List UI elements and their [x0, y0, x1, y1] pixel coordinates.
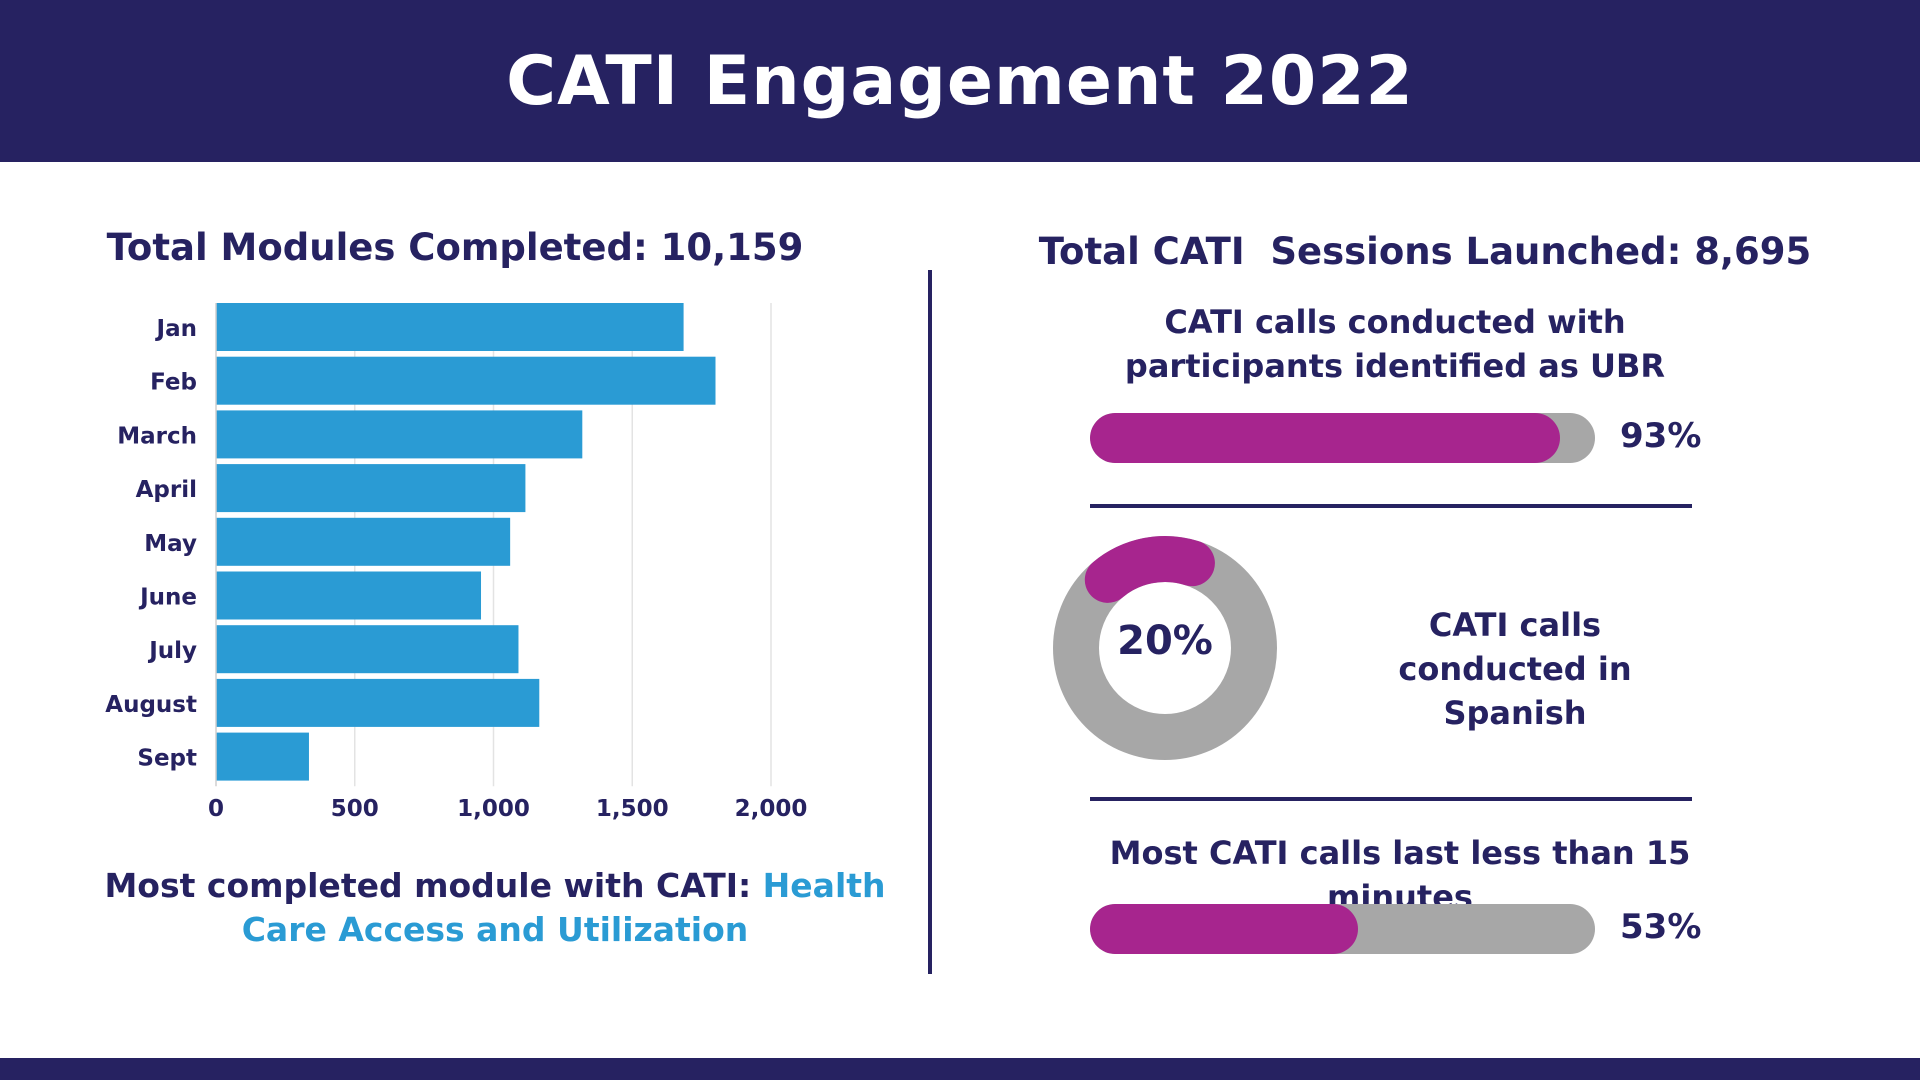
x-tick-label: 0	[208, 796, 224, 822]
category-label: Feb	[150, 370, 197, 396]
bar-sept	[216, 732, 309, 781]
bar-march	[216, 410, 583, 459]
ubr-progress-bar	[1090, 413, 1595, 463]
section-rule-1	[1090, 504, 1692, 508]
header-banner: CATI Engagement 2022	[0, 0, 1920, 162]
modules-chart-title: Total Modules Completed: 10,159	[106, 226, 804, 269]
bar-july	[216, 625, 519, 674]
ubr-percent: 93%	[1620, 416, 1702, 456]
x-tick-label: 1,000	[457, 796, 530, 822]
category-label: August	[105, 692, 197, 718]
category-label: Jan	[155, 316, 197, 342]
sessions-title: Total CATI Sessions Launched: 8,695	[1038, 230, 1812, 273]
most-completed-module-name: Health Care Access and Utilization	[241, 866, 886, 949]
spanish-donut-center-label: 20%	[1117, 618, 1213, 664]
modules-bar-chart: Jan Feb March April May June July August Sept 0 50…	[105, 303, 808, 822]
spanish-donut-chart	[1053, 536, 1277, 760]
category-label: Sept	[137, 746, 197, 772]
ubr-label: CATI calls conducted with participants i…	[1124, 303, 1666, 385]
category-label: March	[117, 423, 197, 449]
section-rule-2	[1090, 797, 1692, 801]
duration-percent: 53%	[1620, 907, 1702, 947]
page-title: CATI Engagement 2022	[506, 41, 1414, 121]
category-label: June	[138, 585, 197, 611]
x-tick-label: 1,500	[596, 796, 669, 822]
ubr-progress-fill	[1090, 413, 1560, 463]
duration-progress-fill	[1090, 904, 1358, 954]
category-label: May	[144, 531, 197, 557]
footer-bar	[0, 1058, 1920, 1080]
x-tick-label: 500	[331, 796, 379, 822]
category-label: April	[136, 477, 197, 503]
most-completed-module-note: Most completed module with CATI: Health …	[100, 864, 890, 952]
bar-august	[216, 678, 540, 727]
bar-feb	[216, 356, 716, 405]
x-tick-label: 2,000	[735, 796, 808, 822]
bar-jan	[216, 303, 684, 351]
duration-progress-bar	[1090, 904, 1595, 954]
center-divider	[928, 270, 932, 974]
spanish-label: CATI calls conducted in Spanish	[1398, 606, 1632, 732]
category-label: July	[147, 638, 197, 664]
bar-may	[216, 517, 511, 566]
donut-value-arc	[1084, 536, 1215, 603]
most-completed-module-prefix: Most completed module with CATI:	[104, 866, 763, 905]
bar-april	[216, 464, 526, 513]
bar-june	[216, 571, 482, 620]
